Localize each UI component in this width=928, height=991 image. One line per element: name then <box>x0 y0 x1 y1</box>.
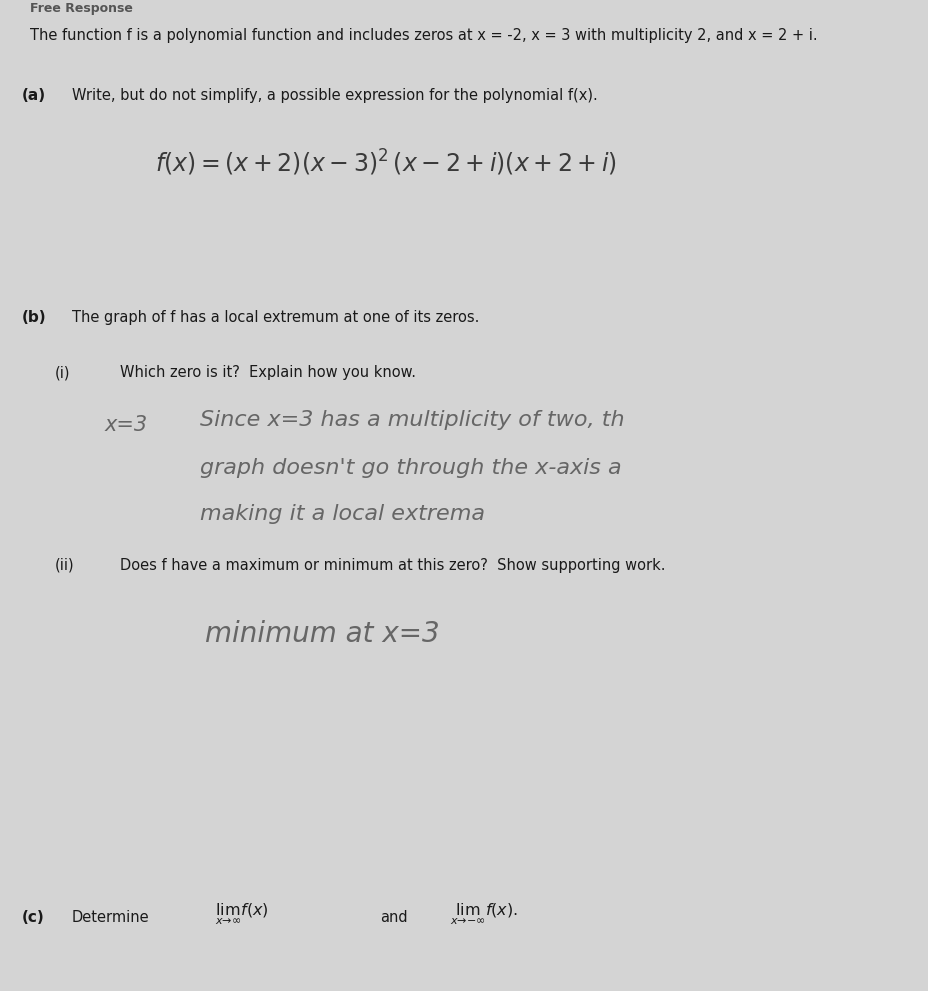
Text: making it a local extrema: making it a local extrema <box>200 504 484 524</box>
Text: Determine: Determine <box>72 910 149 925</box>
Text: Which zero is it?  Explain how you know.: Which zero is it? Explain how you know. <box>120 365 416 380</box>
Text: Since x=3 has a multiplicity of two, th: Since x=3 has a multiplicity of two, th <box>200 410 624 430</box>
Text: The function f is a polynomial function and includes zeros at x = -2, x = 3 with: The function f is a polynomial function … <box>30 28 817 43</box>
Text: (a): (a) <box>22 88 46 103</box>
Text: x=3: x=3 <box>105 415 148 435</box>
Text: (c): (c) <box>22 910 45 925</box>
Text: Free Response: Free Response <box>30 2 133 15</box>
Text: (b): (b) <box>22 310 46 325</box>
Text: Does f have a maximum or minimum at this zero?  Show supporting work.: Does f have a maximum or minimum at this… <box>120 558 664 573</box>
Text: Write, but do not simplify, a possible expression for the polynomial f(x).: Write, but do not simplify, a possible e… <box>72 88 597 103</box>
Text: graph doesn't go through the x-axis a: graph doesn't go through the x-axis a <box>200 458 621 478</box>
Text: (ii): (ii) <box>55 558 74 573</box>
Text: $\lim_{x \to -\infty} f(x).$: $\lim_{x \to -\infty} f(x).$ <box>449 902 518 928</box>
Text: and: and <box>380 910 407 925</box>
Text: $\lim_{x \to \infty} f(x)$: $\lim_{x \to \infty} f(x)$ <box>214 902 268 928</box>
Text: The graph of f has a local extremum at one of its zeros.: The graph of f has a local extremum at o… <box>72 310 479 325</box>
Text: minimum at x=3: minimum at x=3 <box>205 620 439 648</box>
Text: $f(x)= (x+2)(x-3)^{2}\,(x-2+i)(x+2+i)$: $f(x)= (x+2)(x-3)^{2}\,(x-2+i)(x+2+i)$ <box>155 148 616 178</box>
Text: (i): (i) <box>55 365 71 380</box>
